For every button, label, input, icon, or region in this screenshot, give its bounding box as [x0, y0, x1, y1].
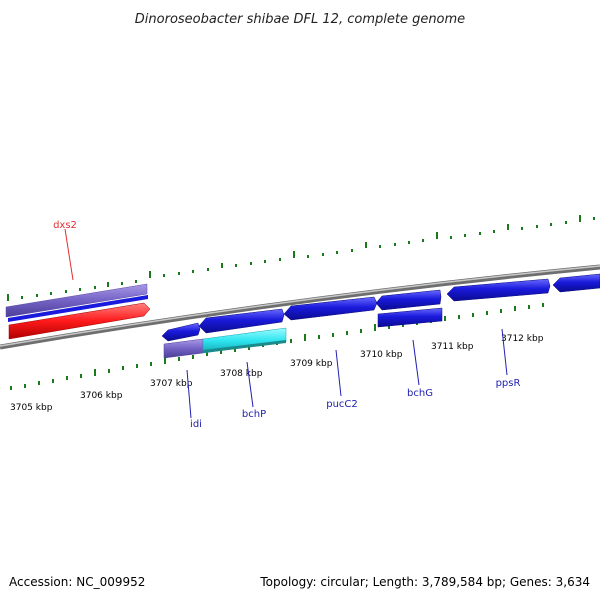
leader-bchP	[246, 361, 254, 408]
gene-label-pucC2[interactable]: pucC2	[326, 399, 358, 410]
gene-arrows-upper[interactable]	[161, 273, 600, 342]
tick-label: 3712 kbp	[501, 334, 544, 344]
gene-label-bchG[interactable]: bchG	[407, 388, 433, 399]
tick-label: 3708 kbp	[220, 369, 263, 379]
gene-label-bchP[interactable]: bchP	[242, 409, 266, 420]
leader-idi	[186, 369, 192, 419]
gene-tracks-lower[interactable]	[163, 307, 443, 359]
tick-label: 3710 kbp	[360, 350, 403, 360]
genome-backbone	[0, 264, 600, 350]
gene-label-ppsR[interactable]: ppsR	[496, 378, 521, 389]
tick-label: 3709 kbp	[290, 359, 333, 369]
gene-dxs2-blue-track[interactable]	[8, 295, 148, 322]
upper-tick-row	[7, 215, 595, 301]
tick-label: 3706 kbp	[80, 391, 123, 401]
leader-dxs2	[64, 228, 74, 281]
gene-idi-arrow[interactable]	[161, 322, 201, 342]
gene-label-idi[interactable]: idi	[190, 419, 202, 430]
scale-labels: 3705 kbp 3706 kbp 3707 kbp 3708 kbp 3709…	[10, 334, 544, 413]
tick-label: 3711 kbp	[431, 342, 474, 352]
map-title: Dinoroseobacter shibae DFL 12, complete …	[135, 12, 465, 27]
gene-bchG-arrow[interactable]	[375, 289, 442, 311]
gene-bchG-lower-track[interactable]	[377, 307, 443, 328]
gene-ppsR-arrow[interactable]	[446, 278, 551, 302]
tick-label: 3707 kbp	[150, 379, 193, 389]
gene-label-dxs2[interactable]: dxs2	[53, 220, 77, 231]
gene-idi-purple-track[interactable]	[163, 338, 204, 359]
gene-dxs2-purple-track[interactable]	[5, 283, 148, 318]
genome-summary-text: Topology: circular; Length: 3,789,584 bp…	[259, 575, 590, 589]
gene-pucC2-arrow[interactable]	[283, 296, 378, 321]
gene-labels: dxs2 idi bchP pucC2 bchG ppsR	[53, 220, 520, 430]
leader-ppsR	[501, 328, 508, 376]
genome-backbone-highlight	[0, 265, 600, 347]
label-leaders	[64, 228, 508, 419]
gene-bchP-arrow[interactable]	[198, 308, 285, 334]
accession-text: Accession: NC_009952	[9, 575, 145, 589]
tick-label: 3705 kbp	[10, 403, 53, 413]
gene-next-arrow[interactable]	[552, 273, 600, 293]
leader-pucC2	[335, 349, 342, 397]
gene-dxs2[interactable]	[5, 283, 151, 340]
gene-dxs2-arrow[interactable]	[8, 302, 151, 340]
leader-bchG	[412, 339, 420, 386]
gene-bchP-cyan-shadow	[203, 340, 286, 353]
